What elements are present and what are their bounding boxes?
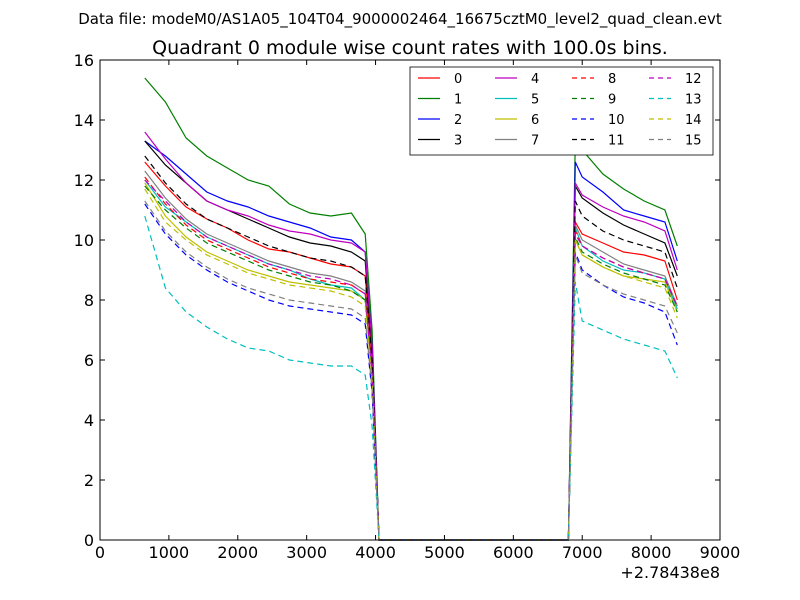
legend-label-11: 11 (608, 134, 625, 149)
x-tick-label: 8000 (631, 543, 672, 562)
series-line-13 (144, 215, 678, 541)
x-tick-label: 1000 (149, 543, 190, 562)
legend-label-4: 4 (531, 72, 539, 87)
series-lines (144, 77, 678, 541)
x-tick-label: 7000 (562, 543, 603, 562)
x-offset-label: +2.78438e8 (620, 563, 720, 582)
series-line-14 (144, 188, 678, 541)
series-line-1 (144, 77, 678, 541)
series-line-4 (144, 131, 678, 541)
x-tick-label: 3000 (286, 543, 327, 562)
x-tick-label: 0 (95, 543, 105, 562)
y-tick-label: 8 (84, 291, 94, 310)
series-line-10 (144, 203, 678, 541)
y-tick-label: 10 (74, 231, 94, 250)
legend-label-1: 1 (454, 93, 462, 108)
x-tick-label: 2000 (217, 543, 258, 562)
legend-label-10: 10 (608, 113, 625, 128)
x-tick-label: 4000 (355, 543, 396, 562)
legend-label-6: 6 (531, 113, 539, 128)
y-tick-label: 14 (74, 111, 94, 130)
legend-label-5: 5 (531, 93, 539, 108)
legend-label-14: 14 (685, 113, 702, 128)
legend-label-15: 15 (685, 134, 702, 149)
y-tick-label: 12 (74, 171, 94, 190)
legend-label-0: 0 (454, 72, 462, 87)
legend-label-3: 3 (454, 134, 462, 149)
y-tick-label: 2 (84, 471, 94, 490)
series-line-11 (144, 155, 678, 541)
y-tick-label: 4 (84, 411, 94, 430)
legend-label-12: 12 (685, 72, 702, 87)
x-tick-label: 6000 (493, 543, 534, 562)
series-line-15 (144, 200, 678, 541)
y-tick-label: 6 (84, 351, 94, 370)
legend-label-13: 13 (685, 93, 702, 108)
legend-label-9: 9 (608, 93, 616, 108)
series-line-2 (144, 140, 678, 541)
chart-title: Quadrant 0 module wise count rates with … (152, 37, 668, 59)
legend-label-8: 8 (608, 72, 616, 87)
legend-box (409, 66, 714, 156)
x-tick-label: 9000 (700, 543, 741, 562)
series-line-7 (144, 170, 678, 541)
y-tick-label: 0 (84, 531, 94, 550)
series-line-9 (144, 185, 678, 541)
x-tick-label: 5000 (424, 543, 465, 562)
legend-label-7: 7 (531, 134, 539, 149)
legend-label-2: 2 (454, 113, 462, 128)
series-line-12 (144, 179, 678, 541)
chart-suptitle: Data file: modeM0/AS1A05_104T04_90000024… (78, 10, 722, 29)
axis-ticks: 0 1000 2000 3000 4000 5000 6000 7000 8000 9000 0 2 4… (74, 51, 741, 562)
y-tick-label: 16 (74, 51, 94, 70)
